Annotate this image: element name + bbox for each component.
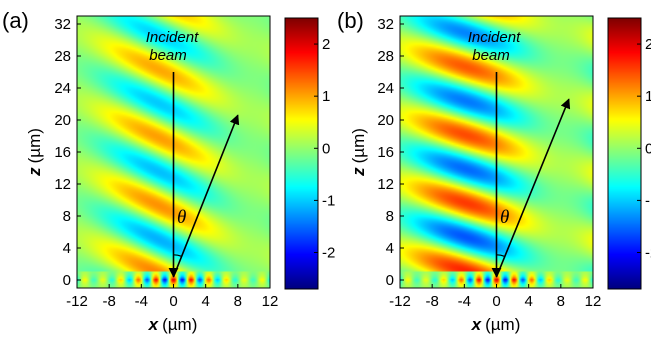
x-tick-label: -8: [425, 293, 438, 310]
y-tick-label: 8: [386, 208, 394, 225]
colorbar-tick-label: -2: [322, 245, 335, 262]
y-tick-label: 32: [377, 16, 394, 33]
y-tick-label: 4: [386, 240, 394, 257]
y-tick-label: 28: [377, 48, 394, 65]
x-ticks-a: -12 -8 -4 0 4 8 12: [66, 284, 278, 310]
x-tick-label: -12: [389, 293, 411, 310]
y-tick-label: 28: [54, 48, 71, 65]
colorbar-frame-b: [607, 17, 642, 290]
y-tick-label: 32: [54, 16, 71, 33]
x-axis-label-b: x (µm): [471, 315, 521, 334]
colorbar-tick-label: -1: [322, 192, 335, 209]
colorbar-ticks-a: -2 -1 0 1 2: [314, 36, 335, 262]
incident-beam-label-a-line2: beam: [149, 47, 187, 64]
x-tick-label: 4: [524, 293, 532, 310]
y-tick-label: 24: [377, 80, 394, 97]
colorbar-tick-label: 0: [645, 140, 651, 157]
colorbar-tick-label: 2: [645, 36, 651, 53]
y-tick-label: 8: [63, 208, 71, 225]
diffracted-beam-arrow-a: [172, 114, 240, 278]
colorbar-tick-label: 1: [322, 88, 330, 105]
y-tick-label: 16: [377, 144, 394, 161]
y-axis-label-b: z(µm): [349, 128, 368, 177]
x-tick-label: 8: [557, 293, 565, 310]
y-ticks-a: 0 4 8 12 16 20 24 28 32: [54, 16, 81, 289]
y-tick-label: 4: [63, 240, 71, 257]
y-tick-label: 16: [54, 144, 71, 161]
y-axis-label-a: z(µm): [25, 128, 44, 177]
panel-label-b: (b): [337, 8, 364, 33]
colorbar-frame-a: [284, 17, 319, 290]
y-tick-label: 12: [377, 176, 394, 193]
colorbar-tick-label: -1: [645, 192, 651, 209]
x-tick-label: -4: [135, 293, 148, 310]
x-tick-label: 8: [234, 293, 242, 310]
x-tick-label: -8: [102, 293, 115, 310]
panel-label-a: (a): [2, 8, 29, 33]
colorbar-ticks-b: -2 -1 0 1 2: [637, 36, 651, 262]
colorbar-tick-label: -2: [645, 245, 651, 262]
angle-arc-b: [496, 254, 506, 257]
y-tick-label: 0: [386, 272, 394, 289]
colorbar-tick-label: 2: [322, 36, 330, 53]
incident-beam-label-b-line2: beam: [472, 47, 510, 64]
colorbar-tick-label: 1: [645, 88, 651, 105]
x-tick-label: 12: [262, 293, 279, 310]
x-ticks-b: -12 -8 -4 0 4 8 12: [389, 284, 601, 310]
y-tick-label: 0: [63, 272, 71, 289]
x-tick-label: 12: [585, 293, 602, 310]
y-tick-label: 12: [54, 176, 71, 193]
x-tick-label: 0: [492, 293, 500, 310]
angle-arc-a: [173, 254, 182, 257]
x-axis-label-a: x (µm): [148, 315, 198, 334]
y-tick-label: 24: [54, 80, 71, 97]
incident-beam-label-b-line1: Incident: [468, 29, 521, 46]
y-ticks-b: 0 4 8 12 16 20 24 28 32: [377, 16, 404, 289]
angle-theta-a: θ: [177, 207, 186, 228]
colorbar-tick-label: 0: [322, 140, 330, 157]
x-tick-label: -12: [66, 293, 88, 310]
y-tick-label: 20: [377, 112, 394, 129]
incident-beam-label-a-line1: Incident: [146, 29, 199, 46]
y-tick-label: 20: [54, 112, 71, 129]
angle-theta-b: θ: [500, 207, 509, 228]
x-tick-label: -4: [458, 293, 471, 310]
x-tick-label: 0: [169, 293, 177, 310]
colorbar-b: [608, 18, 641, 289]
x-tick-label: 4: [201, 293, 209, 310]
diffracted-beam-arrow-b: [495, 98, 571, 278]
colorbar-a: [285, 18, 318, 289]
